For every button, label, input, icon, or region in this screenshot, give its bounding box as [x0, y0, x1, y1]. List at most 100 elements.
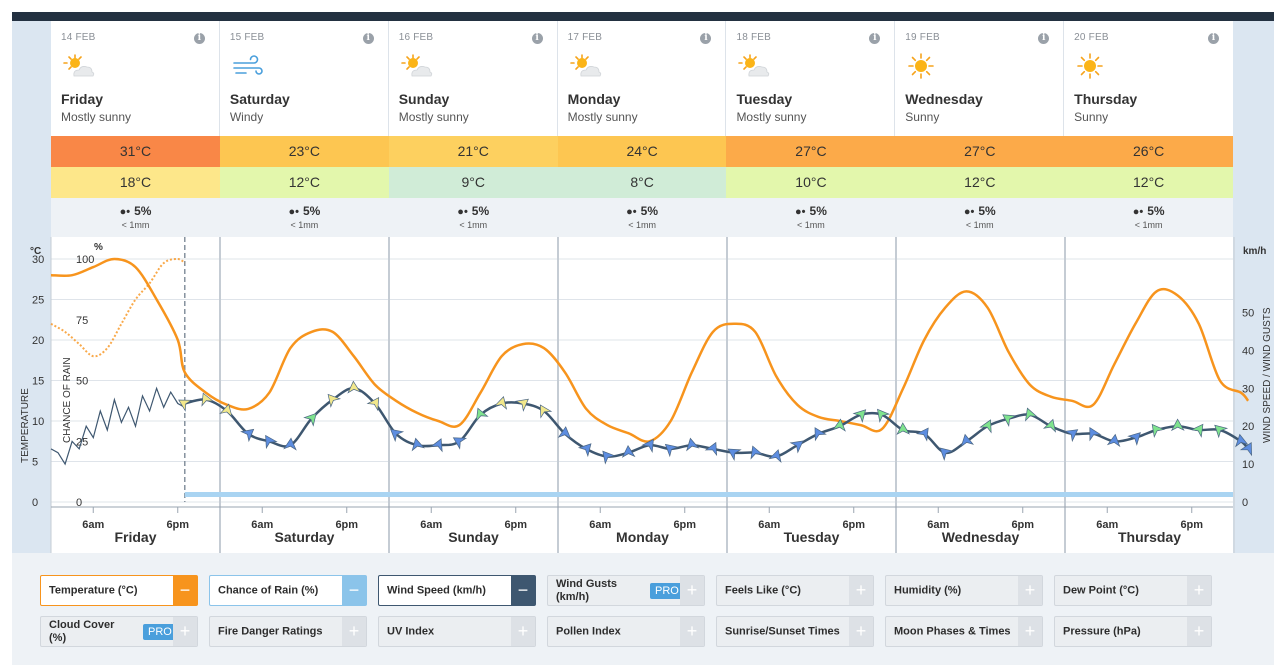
wind-arrow-icon	[1190, 423, 1204, 438]
x-day-label: Saturday	[275, 529, 335, 545]
day-panel-tuesday[interactable]: 18 FEB i Tuesday Mostly sunny 27°C 10°C ●• 5% < …	[726, 21, 896, 237]
wind-arrow-icon	[1089, 427, 1102, 442]
wind-arrow-icon	[832, 418, 846, 432]
wind-direction-arrow	[852, 409, 867, 424]
day-panel-friday[interactable]: 14 FEB i Friday Mostly sunny 31°C 18°C ●• 5% < 1…	[51, 21, 220, 237]
day-condition: Sunny	[1074, 110, 1109, 124]
x-tick-6am: 6am	[589, 519, 611, 531]
wind-direction-arrow	[1002, 414, 1017, 427]
rain-drops-icon: ●•	[119, 206, 131, 218]
day-condition: Mostly sunny	[567, 110, 638, 124]
day-condition: Windy	[229, 110, 264, 124]
minus-icon[interactable]: −	[511, 576, 535, 605]
wind-direction-arrow	[960, 433, 975, 448]
forecast-chart[interactable]: °C051015202530TEMPERATURE0255075100%CHAN…	[12, 237, 1274, 553]
plus-icon[interactable]: +	[1187, 617, 1211, 646]
wind-direction-arrow	[178, 399, 193, 412]
wind-direction-arrow	[621, 444, 636, 458]
legend-pollen-index-toggle[interactable]: Pollen Index +	[547, 616, 705, 647]
x-tick-6pm: 6pm	[504, 519, 527, 531]
legend-wind-gusts-toggle[interactable]: Wind Gusts (km/h) PRO +	[547, 575, 705, 606]
day-panel-sunday[interactable]: 16 FEB i Sunday Mostly sunny 21°C 9°C ●• 5% < 1m…	[388, 21, 558, 237]
info-icon[interactable]: i	[1208, 33, 1220, 44]
plus-icon[interactable]: +	[849, 576, 873, 605]
rain-axis-tick: 25	[76, 436, 88, 448]
info-icon[interactable]: i	[700, 33, 712, 44]
day-panel-monday[interactable]: 17 FEB i Monday Mostly sunny 24°C 8°C ●• 5% < 1m…	[557, 21, 727, 237]
legend-fire-danger-toggle[interactable]: Fire Danger Ratings +	[209, 616, 367, 647]
legend-moon-phases-toggle[interactable]: Moon Phases & Times +	[885, 616, 1043, 647]
day-name: Sunday	[398, 91, 450, 107]
plus-icon[interactable]: +	[511, 617, 535, 646]
wind-direction-arrow	[411, 437, 425, 452]
info-icon[interactable]: i	[531, 33, 543, 44]
wind-arrow-icon	[327, 393, 342, 408]
info-icon[interactable]: i	[1038, 33, 1050, 44]
day-name: Tuesday	[736, 91, 793, 107]
min-temperature: 12°C	[1064, 167, 1234, 198]
rain-summary: ●• 5% < 1mm	[895, 198, 1065, 237]
rain-axis-tick: 100	[76, 254, 94, 266]
legend-humidity-toggle[interactable]: Humidity (%) +	[885, 575, 1043, 606]
sunny-icon	[1076, 53, 1108, 81]
max-temperature: 21°C	[388, 136, 558, 167]
legend-rain-toggle[interactable]: Chance of Rain (%) −	[209, 575, 367, 606]
wind-arrow-icon	[877, 408, 891, 423]
legend-feels-like-toggle[interactable]: Feels Like (°C) +	[716, 575, 874, 606]
plus-icon[interactable]: +	[173, 617, 197, 646]
plus-icon[interactable]: +	[1187, 576, 1211, 605]
mostly-sunny-icon	[738, 53, 770, 81]
rain-chance: ●• 5%	[220, 204, 389, 218]
legend-pressure-toggle[interactable]: Pressure (hPa) +	[1054, 616, 1212, 647]
right-axis-tick: 0	[1242, 497, 1248, 509]
plus-icon[interactable]: +	[1018, 576, 1042, 605]
wind-arrow-icon	[1025, 407, 1038, 422]
minus-icon[interactable]: −	[342, 576, 366, 605]
left-margin	[12, 21, 51, 553]
x-tick-6am: 6am	[82, 519, 104, 531]
info-icon[interactable]: i	[869, 33, 881, 44]
legend-temperature-toggle[interactable]: Temperature (°C) −	[40, 575, 198, 606]
day-condition: Sunny	[905, 110, 940, 124]
wind-arrow-icon	[219, 403, 233, 418]
legend-wind-gusts-label: Wind Gusts (km/h)	[556, 577, 618, 603]
wind-arrow-icon	[1127, 432, 1141, 446]
plus-icon[interactable]: +	[1018, 617, 1042, 646]
rain-drops-icon: ●•	[1132, 206, 1144, 218]
max-temperature: 26°C	[1064, 136, 1234, 167]
minus-icon[interactable]: −	[173, 576, 197, 605]
legend-temperature-label: Temperature (°C)	[49, 584, 138, 596]
wind-arrow-icon	[641, 438, 654, 454]
info-icon[interactable]: i	[362, 33, 374, 44]
rain-drops-icon: ●•	[795, 206, 806, 218]
x-tick-6am: 6am	[758, 519, 780, 531]
legend-sunrise-sunset-toggle[interactable]: Sunrise/Sunset Times +	[716, 616, 874, 647]
legend-uv-index-label: UV Index	[387, 625, 435, 637]
legend-uv-index-toggle[interactable]: UV Index +	[378, 616, 536, 647]
rain-amount: < 1mm	[290, 220, 319, 230]
wind-arrow-icon	[283, 437, 297, 451]
x-tick-6pm: 6pm	[1180, 519, 1203, 531]
rain-drops-icon: ●•	[963, 206, 975, 218]
wind-arrow-icon	[896, 422, 911, 436]
day-date: 18 FEB	[736, 32, 771, 43]
day-condition: Mostly sunny	[736, 110, 807, 124]
day-panel-wednesday[interactable]: 19 FEB i Wednesday Sunny 27°C 12°C ●• 5% < 1mm	[895, 21, 1065, 237]
day-panel-thursday[interactable]: 20 FEB i Thursday Sunny 26°C 12°C ●• 5% < 1mm	[1064, 21, 1234, 237]
day-panel-saturday[interactable]: 15 FEB i Saturday Windy 23°C 12°C ●• 5% < 1mm	[219, 21, 389, 237]
legend-cloud-cover-toggle[interactable]: Cloud Cover (%) PRO +	[40, 616, 198, 647]
wind-direction-arrow	[452, 437, 468, 450]
plus-icon[interactable]: +	[849, 617, 873, 646]
plus-icon[interactable]: +	[342, 617, 366, 646]
wind-arrow-icon	[750, 445, 764, 460]
right-margin	[1233, 21, 1274, 553]
plus-icon[interactable]: +	[680, 576, 704, 605]
info-icon[interactable]: i	[193, 33, 205, 44]
max-temperature: 31°C	[51, 136, 220, 167]
wind-direction-arrow	[939, 447, 954, 462]
plus-icon[interactable]: +	[680, 617, 704, 646]
max-temperature: 27°C	[726, 136, 896, 167]
legend-wind-speed-toggle[interactable]: Wind Speed (km/h) −	[378, 575, 536, 606]
legend-dew-point-toggle[interactable]: Dew Point (°C) +	[1054, 575, 1212, 606]
min-temperature: 9°C	[388, 167, 558, 198]
